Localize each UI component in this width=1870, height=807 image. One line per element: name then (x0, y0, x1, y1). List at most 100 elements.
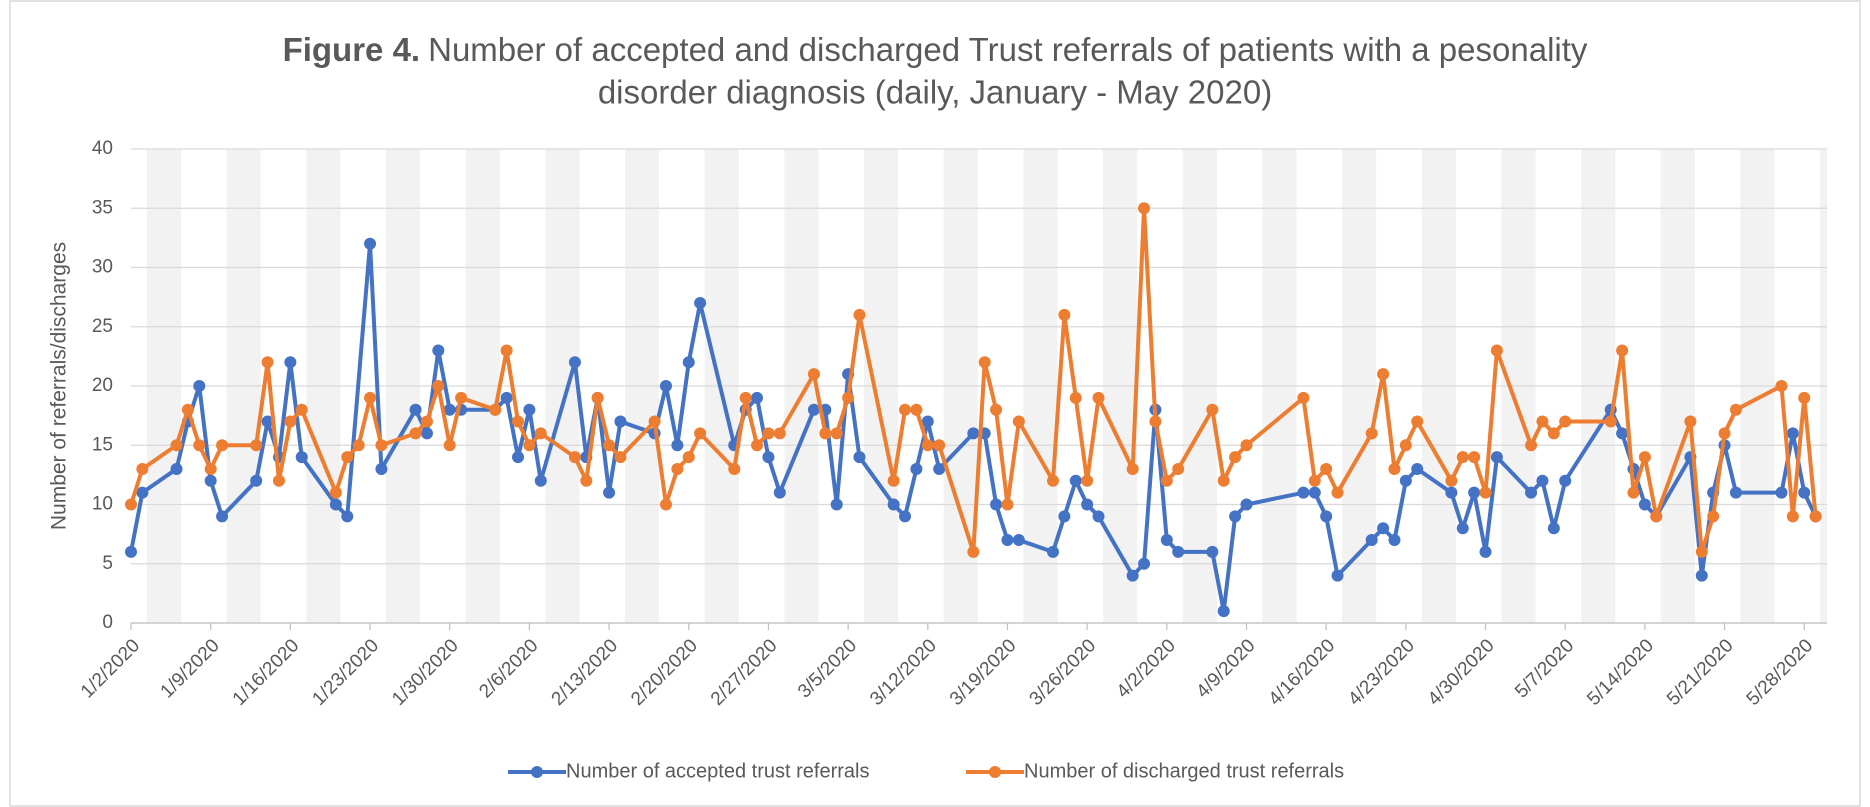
data-point (1695, 569, 1708, 582)
data-point (1240, 439, 1253, 452)
data-point (1798, 391, 1811, 404)
data-point (1399, 439, 1412, 452)
data-point (364, 391, 377, 404)
data-point (1149, 415, 1162, 428)
data-point (603, 486, 616, 499)
data-point (990, 498, 1003, 511)
data-point (1388, 534, 1401, 547)
data-point (193, 380, 206, 392)
data-point (762, 451, 775, 464)
data-point (216, 510, 229, 523)
data-point (910, 403, 923, 416)
data-point (1684, 415, 1697, 428)
data-point (341, 451, 354, 464)
data-point (830, 498, 843, 511)
data-point (170, 462, 183, 475)
data-point (1525, 439, 1538, 452)
data-point (751, 439, 764, 452)
data-point (329, 498, 342, 511)
data-point (432, 380, 445, 392)
data-point (1081, 474, 1094, 487)
data-point (1616, 427, 1629, 440)
chart-title: disorder diagnosis (daily, January - May… (598, 74, 1272, 111)
data-point (534, 474, 547, 487)
data-point (1365, 534, 1378, 547)
data-point (603, 439, 616, 452)
data-point (1650, 510, 1663, 523)
data-point (568, 356, 581, 369)
data-point (170, 439, 183, 452)
data-point (1160, 534, 1173, 547)
data-point (216, 439, 229, 452)
data-point (739, 391, 752, 404)
data-point (272, 474, 285, 487)
data-point (1308, 474, 1321, 487)
data-point (887, 474, 900, 487)
data-point (659, 380, 672, 392)
data-point (1365, 427, 1378, 440)
data-point (125, 498, 137, 511)
data-point (1399, 474, 1412, 487)
data-point (853, 451, 866, 464)
data-point (1046, 545, 1059, 558)
data-point (534, 427, 547, 440)
data-point (830, 427, 843, 440)
data-point (1012, 534, 1025, 547)
data-point (1229, 510, 1242, 523)
data-point (136, 486, 149, 499)
data-point (1490, 344, 1503, 357)
data-point (990, 403, 1003, 416)
data-point (443, 439, 456, 452)
data-point (1331, 486, 1344, 499)
data-point (659, 498, 672, 511)
data-point (1707, 510, 1720, 523)
y-tick-label: 0 (102, 612, 113, 633)
data-point (978, 356, 991, 369)
data-point (967, 427, 980, 440)
data-point (1411, 415, 1424, 428)
data-point (819, 427, 832, 440)
data-point (967, 545, 980, 558)
data-point (921, 439, 934, 452)
data-point (1559, 415, 1572, 428)
data-point (1490, 451, 1503, 464)
data-point (807, 403, 820, 416)
data-point (773, 486, 786, 499)
data-point (432, 344, 445, 357)
title-line: Number of accepted and discharged Trust … (428, 31, 1588, 68)
data-point (1240, 498, 1253, 511)
data-point (899, 403, 912, 416)
data-point (1456, 522, 1469, 535)
data-point (694, 427, 707, 440)
data-point (1729, 403, 1742, 416)
y-tick-label: 5 (102, 553, 113, 574)
data-point (1217, 474, 1230, 487)
data-point (375, 439, 388, 452)
data-point (284, 356, 297, 369)
y-tick-label: 10 (92, 494, 113, 515)
data-point (1046, 474, 1059, 487)
data-point (1320, 462, 1333, 475)
data-point (455, 391, 468, 404)
data-point (1775, 380, 1788, 392)
data-point (1695, 545, 1708, 558)
data-point (181, 403, 194, 416)
data-point (420, 427, 433, 440)
data-point (933, 462, 946, 475)
data-point (1377, 522, 1390, 535)
data-point (682, 451, 695, 464)
y-tick-label: 40 (92, 138, 113, 159)
data-point (807, 368, 820, 381)
data-point (1718, 427, 1731, 440)
data-point (1126, 462, 1139, 475)
data-point (568, 451, 581, 464)
legend-marker (531, 766, 543, 778)
data-point (1445, 486, 1458, 499)
data-point (1468, 486, 1481, 499)
data-point (1138, 202, 1151, 215)
legend-label: Number of discharged trust referrals (1024, 760, 1344, 782)
data-point (1172, 462, 1185, 475)
data-point (489, 403, 502, 416)
data-point (921, 415, 934, 428)
data-point (728, 462, 741, 475)
